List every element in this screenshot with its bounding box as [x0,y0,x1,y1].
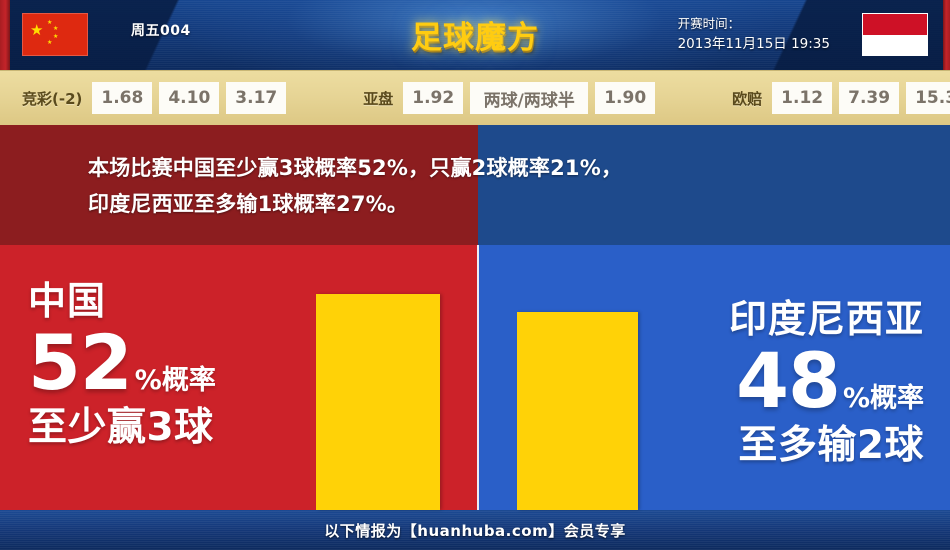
away-percent-value: 48 [736,336,841,425]
site-logo[interactable]: 足球魔方 [411,20,539,56]
odds-cell-home[interactable]: 1.12 [772,82,833,114]
probability-chart: 中国 52 %概率 至少赢3球 印度尼西亚 48 %概率 至多输2球 [0,245,950,510]
match-number-label: 周五004 [131,23,191,39]
away-team-name: 印度尼西亚 [728,297,924,341]
kickoff-time-label: 开赛时间： [677,16,741,31]
flag-band-red [863,14,927,35]
header-accent-bar-left [0,0,10,70]
home-percent-suffix: %概率 [134,365,216,396]
flag-star-small: ★ [47,19,53,26]
panel-divider [477,245,479,510]
away-percent-row: 48 %概率 [729,343,924,419]
odds-cell-home[interactable]: 1.92 [403,82,464,114]
kickoff-time-value: 2013年11月15日 19:35 [677,36,830,52]
odds-cell-away[interactable]: 1.90 [595,82,656,114]
away-outcome-label: 至多输2球 [738,423,924,468]
flag-star-large: ★ [30,21,44,39]
odds-group-asian-handicap: 亚盘 1.92 两球/两球半 1.90 [363,71,662,126]
bar-home-probability [316,294,440,510]
china-flag-icon: ★ ★ ★ ★ ★ [22,13,88,56]
home-percent-row: 52 %概率 [28,325,216,401]
bar-away-probability [517,312,638,510]
away-percent-suffix: %概率 [842,383,924,414]
flag-star-small: ★ [53,25,59,32]
match-header: ★ ★ ★ ★ ★ 周五004 足球魔方 开赛时间： 2013年11月15日 1… [0,0,950,70]
footer-bar: 以下情报为【huanhuba.com】会员专享 [0,510,950,550]
headline-line-2: 印度尼西亚至多输1球概率27%。 [88,192,409,216]
home-outcome-label: 至少赢3球 [28,405,214,450]
odds-cell-draw[interactable]: 4.10 [159,82,220,114]
odds-group-european: 欧赔 1.12 7.39 15.32 [732,71,950,126]
flag-star-small: ★ [47,39,53,46]
odds-group-jingcai: 竞彩(-2) 1.68 4.10 3.17 [22,71,293,126]
odds-group-label: 竞彩(-2) [22,89,83,108]
odds-group-label: 欧赔 [732,89,763,108]
flag-star-small: ★ [53,33,59,40]
odds-bar: 竞彩(-2) 1.68 4.10 3.17 亚盘 1.92 两球/两球半 1.9… [0,70,950,125]
footer-membership-notice: 以下情报为【huanhuba.com】会员专享 [324,521,626,540]
away-team-stats: 印度尼西亚 48 %概率 至多输2球 [729,297,924,469]
headline-band: 本场比赛中国至少赢3球概率52%，只赢2球概率21%， 印度尼西亚至多输1球概率… [0,125,950,245]
header-accent-bar-right [943,0,950,70]
odds-cell-away[interactable]: 15.32 [906,82,950,114]
home-team-name: 中国 [28,279,107,323]
home-percent-value: 52 [28,318,133,407]
odds-cell-away[interactable]: 3.17 [226,82,287,114]
headline-text: 本场比赛中国至少赢3球概率52%，只赢2球概率21%， 印度尼西亚至多输1球概率… [88,150,898,222]
odds-group-label: 亚盘 [363,89,394,108]
headline-bg-right [478,125,950,245]
headline-bg-left [0,125,478,245]
odds-cell-draw[interactable]: 7.39 [839,82,900,114]
odds-cell-handicap[interactable]: 两球/两球半 [470,82,589,114]
home-team-stats: 中国 52 %概率 至少赢3球 [28,279,216,451]
odds-cell-home[interactable]: 1.68 [92,82,153,114]
kickoff-time-block: 开赛时间： 2013年11月15日 19:35 [678,13,830,55]
indonesia-flag-icon [862,13,928,56]
headline-line-1: 本场比赛中国至少赢3球概率52%，只赢2球概率21%， [88,156,623,180]
